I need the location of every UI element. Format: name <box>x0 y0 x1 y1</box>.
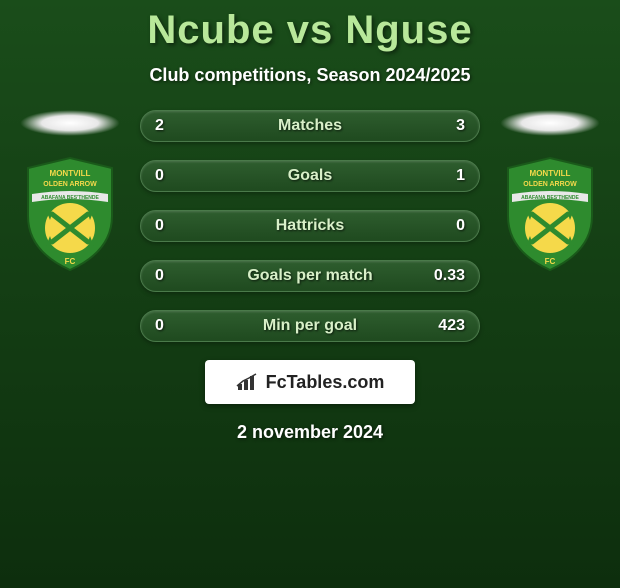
stat-right-value: 0.33 <box>425 267 465 285</box>
stat-row-mpg: 0 Min per goal 423 <box>140 310 480 342</box>
stat-row-hattricks: 0 Hattricks 0 <box>140 210 480 242</box>
player-shadow-right <box>500 110 600 136</box>
main-row: MONTVILL OLDEN ARROW ABAFANA BES'THENDE … <box>0 110 620 342</box>
page-subtitle: Club competitions, Season 2024/2025 <box>0 65 620 86</box>
badge-top-text: MONTVILL <box>50 169 91 178</box>
date-text: 2 november 2024 <box>0 422 620 443</box>
club-badge-left: MONTVILL OLDEN ARROW ABAFANA BES'THENDE … <box>20 156 120 272</box>
stat-left-value: 0 <box>155 317 195 335</box>
stat-left-value: 0 <box>155 217 195 235</box>
stat-row-matches: 2 Matches 3 <box>140 110 480 142</box>
svg-text:ABAFANA BES'THENDE: ABAFANA BES'THENDE <box>521 195 579 201</box>
stat-right-value: 3 <box>425 117 465 135</box>
stat-right-value: 423 <box>425 317 465 335</box>
shield-icon: MONTVILL OLDEN ARROW ABAFANA BES'THENDE … <box>500 156 600 272</box>
stat-label: Hattricks <box>195 217 425 235</box>
page-title: Ncube vs Nguse <box>0 8 620 53</box>
stat-label: Goals <box>195 167 425 185</box>
left-player-col: MONTVILL OLDEN ARROW ABAFANA BES'THENDE … <box>20 110 120 272</box>
right-player-col: MONTVILL OLDEN ARROW ABAFANA BES'THENDE … <box>500 110 600 272</box>
badge-banner-text: ABAFANA BES'THENDE <box>41 195 99 201</box>
stat-left-value: 0 <box>155 167 195 185</box>
svg-text:OLDEN ARROW: OLDEN ARROW <box>523 181 577 188</box>
brand-text: FcTables.com <box>266 372 385 393</box>
stat-label: Min per goal <box>195 317 425 335</box>
svg-text:FC: FC <box>545 257 556 266</box>
brand-box[interactable]: FcTables.com <box>205 360 415 404</box>
stat-right-value: 0 <box>425 217 465 235</box>
stat-row-goals: 0 Goals 1 <box>140 160 480 192</box>
badge-fc-text: FC <box>65 257 76 266</box>
badge-mid-text: OLDEN ARROW <box>43 181 97 188</box>
stat-left-value: 0 <box>155 267 195 285</box>
stat-right-value: 1 <box>425 167 465 185</box>
shield-icon: MONTVILL OLDEN ARROW ABAFANA BES'THENDE … <box>20 156 120 272</box>
stat-row-gpm: 0 Goals per match 0.33 <box>140 260 480 292</box>
club-badge-right: MONTVILL OLDEN ARROW ABAFANA BES'THENDE … <box>500 156 600 272</box>
stat-label: Goals per match <box>195 267 425 285</box>
stats-column: 2 Matches 3 0 Goals 1 0 Hattricks 0 0 Go… <box>140 110 480 342</box>
player-shadow-left <box>20 110 120 136</box>
bar-chart-icon <box>236 372 260 392</box>
stat-left-value: 2 <box>155 117 195 135</box>
stat-label: Matches <box>195 117 425 135</box>
svg-text:MONTVILL: MONTVILL <box>530 169 571 178</box>
